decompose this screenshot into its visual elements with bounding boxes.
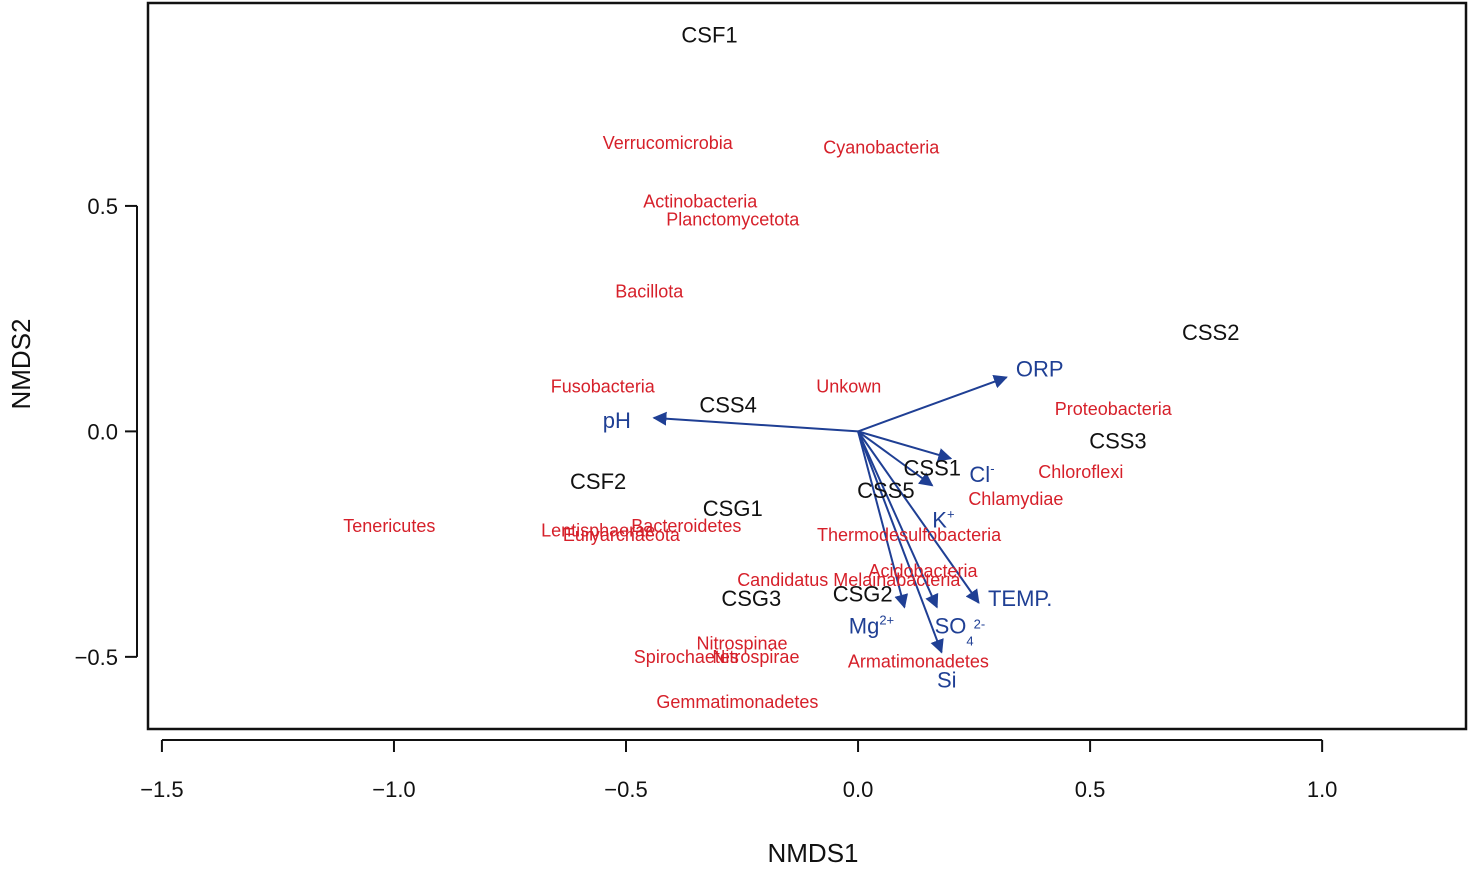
- vector-arrow-temp: [857, 430, 980, 604]
- vector-arrow-so42: [857, 430, 939, 609]
- x-axis-title: NMDS1: [767, 838, 858, 868]
- site-csg2: CSG2: [833, 582, 893, 607]
- vector-arrow-orp: [857, 375, 1008, 433]
- taxon-tenericutes: Tenericutes: [343, 516, 435, 536]
- taxon-candidatus-melainabacteria: Candidatus Melainabacteria: [737, 570, 961, 590]
- taxon-cyanobacteria: Cyanobacteria: [823, 137, 940, 157]
- vector-label-ph: pH: [603, 408, 631, 433]
- site-csf1: CSF1: [681, 23, 737, 48]
- x-tick-label: −1.5: [140, 777, 183, 802]
- site-css3: CSS3: [1089, 428, 1146, 453]
- taxa-labels: Verrucomicrobia Cyanobacteria Actinobacter…: [343, 133, 1173, 712]
- vector-label-orp: ORP: [1016, 356, 1064, 381]
- site-csg3: CSG3: [721, 586, 781, 611]
- site-css4: CSS4: [699, 392, 756, 417]
- y-tick-label: 0.5: [87, 194, 118, 219]
- taxon-lentisphaerae: Lentisphaerae: [541, 521, 655, 541]
- taxon-acidobacteria: Acidobacteria: [868, 561, 978, 581]
- x-tick-label: −1.0: [372, 777, 415, 802]
- vector-arrow-k: [857, 430, 934, 487]
- site-csg1: CSG1: [703, 496, 763, 521]
- vector-arrow-ph: [652, 411, 859, 433]
- x-tick-label: −0.5: [604, 777, 647, 802]
- taxon-spirochaetes: Spirochaetes: [634, 647, 739, 667]
- taxon-unkown: Unkown: [816, 376, 881, 396]
- plot-frame: [146, 1, 1468, 731]
- site-csf2: CSF2: [570, 469, 626, 494]
- x-axis: −1.5 −1.0 −0.5 0.0 0.5 1.0: [140, 739, 1338, 802]
- vector-label-temp: TEMP.: [988, 586, 1052, 611]
- y-tick-label: 0.0: [87, 419, 118, 444]
- site-labels: CSF1 CSS2 CSS4 CSS3 CSS1 CSF2 CSS5 CSG1 CSG3 CSG2: [570, 23, 1239, 612]
- y-axis: −0.5 0.0 0.5: [75, 194, 138, 670]
- taxon-chlamydiae: Chlamydiae: [968, 489, 1063, 509]
- taxon-armatimonadetes: Armatimonadetes: [848, 651, 989, 671]
- y-tick-label: −0.5: [75, 645, 118, 670]
- taxon-planctomycetota: Planctomycetota: [666, 209, 800, 229]
- taxon-bacteroidetes: Bacteroidetes: [631, 516, 741, 536]
- taxon-fusobacteria: Fusobacteria: [551, 376, 656, 396]
- taxon-verrucomicrobia: Verrucomicrobia: [603, 133, 734, 153]
- taxon-nitrospinae: Nitrospinae: [697, 633, 788, 653]
- taxon-euryarchaeota: Euryarchaeota: [563, 525, 681, 545]
- vector-label-si: Si: [937, 667, 957, 692]
- taxon-nitrospirae: Nitrospirae: [712, 647, 799, 667]
- vector-arrow-si: [857, 431, 944, 654]
- site-css2: CSS2: [1182, 320, 1239, 345]
- taxon-gemmatimonadetes: Gemmatimonadetes: [656, 692, 818, 712]
- site-css1: CSS1: [904, 455, 961, 480]
- taxon-chloroflexi: Chloroflexi: [1038, 462, 1123, 482]
- x-tick-label: 0.0: [843, 777, 874, 802]
- x-tick-label: 0.5: [1075, 777, 1106, 802]
- taxon-actinobacteria: Actinobacteria: [643, 191, 758, 211]
- vector-label-cl: Cl-: [969, 461, 994, 487]
- x-tick-label: 1.0: [1307, 777, 1338, 802]
- y-axis-title: NMDS2: [6, 318, 36, 409]
- taxon-proteobacteria: Proteobacteria: [1055, 399, 1173, 419]
- vector-label-so42: SO42-: [935, 613, 986, 648]
- vector-arrow-cl: [857, 430, 953, 462]
- vector-arrow-mg2: [857, 431, 909, 609]
- taxon-thermodesulfobacteria: Thermodesulfobacteria: [817, 525, 1002, 545]
- vector-label-mg2: Mg2+: [849, 612, 894, 638]
- site-css5: CSS5: [857, 478, 914, 503]
- taxon-bacillota: Bacillota: [615, 282, 684, 302]
